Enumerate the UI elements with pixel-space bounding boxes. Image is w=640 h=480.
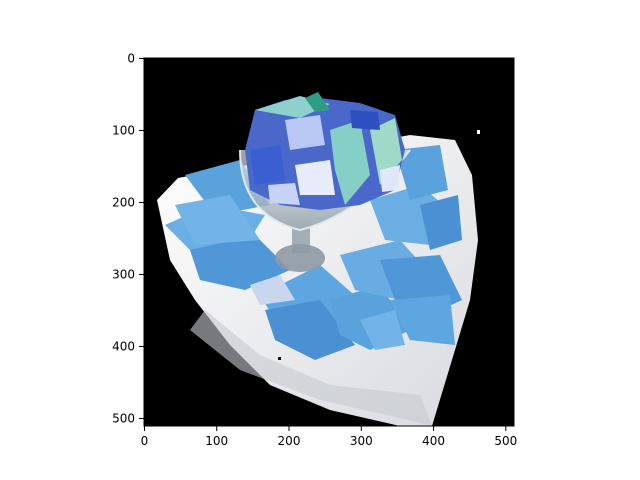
x-tick-label: 0 bbox=[141, 434, 149, 448]
axes-frame bbox=[143, 57, 515, 427]
x-axis: 0 100 200 300 400 500 bbox=[141, 426, 517, 448]
x-tick-label: 500 bbox=[494, 434, 517, 448]
ceviche bbox=[245, 92, 405, 210]
y-axis: 0 100 200 300 400 500 bbox=[112, 52, 144, 426]
y-tick-label: 400 bbox=[112, 340, 135, 354]
photo-image bbox=[144, 58, 514, 426]
tortilla-chips bbox=[165, 145, 462, 360]
y-tick-label: 200 bbox=[112, 196, 135, 210]
x-tick-label: 100 bbox=[205, 434, 228, 448]
y-tick-label: 300 bbox=[112, 268, 135, 282]
x-tick-label: 300 bbox=[350, 434, 373, 448]
y-tick-label: 100 bbox=[112, 124, 135, 138]
y-tick-label: 500 bbox=[112, 412, 135, 426]
y-tick-label: 0 bbox=[127, 52, 135, 66]
plate-rim-shadow bbox=[190, 310, 432, 426]
speck bbox=[278, 357, 281, 360]
speck bbox=[477, 130, 480, 134]
x-tick-label: 200 bbox=[278, 434, 301, 448]
x-tick-label: 400 bbox=[422, 434, 445, 448]
